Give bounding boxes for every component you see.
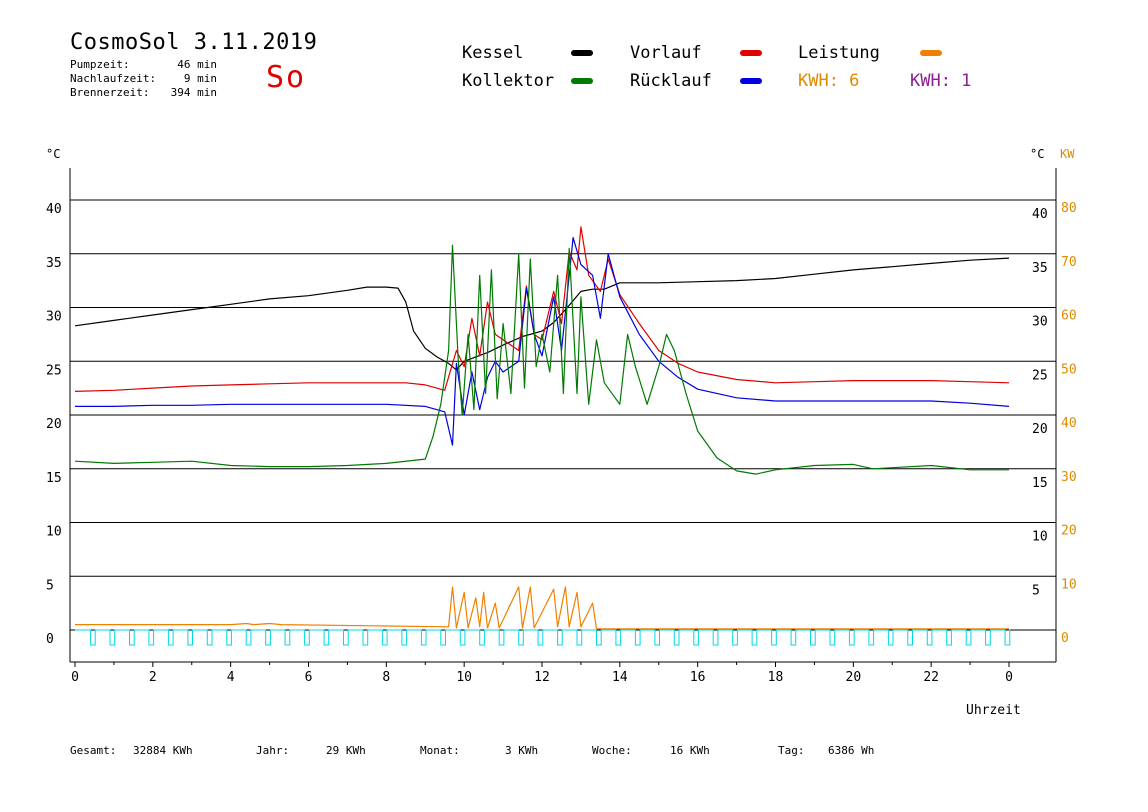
y-tick-right-15: 15 [1032,476,1048,491]
x-tick-label-3: 6 [305,670,313,685]
y-tick-kw-20: 20 [1061,524,1077,539]
footer-monat-label: Monat: [420,744,460,757]
y-axis-kw-unit: KW [1060,147,1075,161]
x-tick-label-8: 16 [690,670,706,685]
series-line-kollektor [74,244,1009,475]
legend-leistung-label: Leistung [798,43,880,63]
footer-jahr-label: Jahr: [256,744,290,757]
legend-vorlauf-label: Vorlauf [630,43,702,63]
x-tick-label-0: 0 [71,670,79,685]
y-tick-left-10: 10 [46,525,62,540]
y-tick-kw-50: 50 [1061,362,1077,377]
y-axis-left-unit: °C [46,147,60,161]
stat-nachlaufzeit-label: Nachlaufzeit: [70,72,157,85]
y-tick-right-20: 20 [1032,422,1048,437]
x-tick-label-7: 14 [612,670,628,685]
series-line-leistung [75,586,1009,630]
y-tick-kw-40: 40 [1061,416,1077,431]
legend-kessel-label: Kessel [462,43,524,63]
y-tick-kw-60: 60 [1061,309,1077,324]
series-line-vorlauf [74,226,1010,392]
stat-pumpzeit-value: 46 min [177,58,217,71]
legend-kessel-swatch [571,50,593,56]
y-tick-left-20: 20 [46,417,62,432]
footer-tag-label: Tag: [778,744,805,757]
footer-tag-value: 6386 Wh [828,744,875,757]
y-tick-kw-0: 0 [1061,631,1069,646]
footer-monat-value: 3 KWh [505,744,539,757]
footer-jahr-value: 29 KWh [326,744,366,757]
y-tick-kw-30: 30 [1061,470,1077,485]
kwh-solar-label: KWH: 6 [798,71,860,91]
footer-gesamt-value: 32884 KWh [133,744,193,757]
stat-brennerzeit-value: 394 min [170,86,217,99]
footer-gesamt-label: Gesamt: [70,744,117,757]
y-tick-right-25: 25 [1032,368,1048,383]
y-tick-left-15: 15 [46,471,62,486]
x-tick-label-4: 8 [382,670,390,685]
y-tick-left-25: 25 [46,363,62,378]
y-tick-left-5: 5 [46,578,54,593]
y-tick-left-35: 35 [46,256,62,271]
kwh-burner-label: KWH: 1 [910,71,972,91]
y-tick-right-30: 30 [1032,315,1048,330]
y-tick-right-10: 10 [1032,530,1048,545]
legend-kollektor-label: Kollektor [462,71,555,91]
x-tick-label-2: 4 [227,670,235,685]
y-tick-kw-10: 10 [1061,577,1077,592]
x-tick-label-9: 18 [768,670,784,685]
x-tick-label-1: 2 [149,670,157,685]
y-tick-left-0: 0 [46,632,54,647]
x-tick-label-11: 22 [923,670,939,685]
legend-ruecklauf-swatch [740,78,762,84]
x-tick-label-5: 10 [456,670,472,685]
y-tick-right-35: 35 [1032,261,1048,276]
y-axis-right-unit: °C [1030,147,1044,161]
day-label: So [266,60,307,95]
x-axis-label: Uhrzeit [966,703,1021,718]
legend-vorlauf-swatch [740,50,762,56]
y-tick-right-40: 40 [1032,207,1048,222]
pump-pulse-series [75,629,1011,646]
y-tick-kw-70: 70 [1061,255,1077,270]
legend-leistung-swatch [920,50,942,56]
y-tick-right-5: 5 [1032,583,1040,598]
y-tick-kw-80: 80 [1061,201,1077,216]
x-tick-label-12: 0 [1005,670,1013,685]
chart-title: CosmoSol 3.11.2019 [70,30,318,55]
footer-woche-value: 16 KWh [670,744,710,757]
chart-series [74,226,1010,630]
chart-axes [69,168,1057,663]
stat-brennerzeit-label: Brennerzeit: [70,86,150,99]
x-tick-label-10: 20 [846,670,862,685]
y-tick-left-30: 30 [46,310,62,325]
pump-pulse-line [75,629,1011,646]
y-tick-left-40: 40 [46,202,62,217]
legend-kollektor-swatch [571,78,593,84]
x-tick-label-6: 12 [534,670,550,685]
footer-woche-label: Woche: [592,744,632,757]
stat-nachlaufzeit-value: 9 min [183,72,217,85]
stat-pumpzeit-label: Pumpzeit: [70,58,130,71]
legend-ruecklauf-label: Rücklauf [630,71,712,91]
